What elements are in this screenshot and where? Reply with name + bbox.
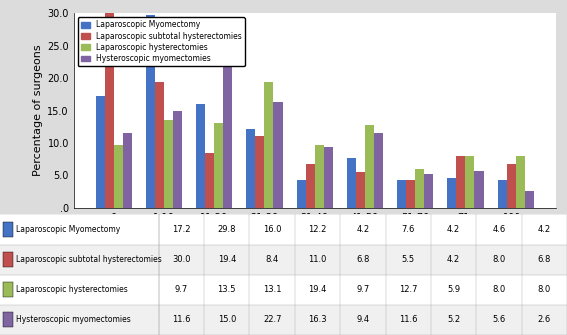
Text: 11.6: 11.6 [399, 316, 417, 324]
Bar [0, 245, 567, 275]
Bar [223, 61, 232, 208]
Text: 5.5: 5.5 [401, 255, 415, 264]
Text: 7.6: 7.6 [401, 225, 415, 234]
Text: 6.8: 6.8 [538, 255, 551, 264]
Text: Laparoscopic hysterectomies: Laparoscopic hysterectomies [16, 285, 128, 294]
Bar [173, 111, 182, 208]
Text: 9.7: 9.7 [356, 285, 370, 294]
Text: 29.8: 29.8 [218, 225, 236, 234]
Bar [415, 170, 424, 208]
Text: Hysteroscopic myomectomies: Hysteroscopic myomectomies [16, 316, 130, 324]
Text: 12.2: 12.2 [308, 225, 327, 234]
Text: 19.4: 19.4 [308, 285, 327, 294]
Bar [146, 15, 155, 208]
Text: 11.6: 11.6 [172, 316, 191, 324]
Bar [255, 136, 264, 208]
Text: 19.4: 19.4 [218, 255, 236, 264]
Text: Laparoscopic Myomectomy: Laparoscopic Myomectomy [16, 225, 120, 234]
Bar [3, 282, 13, 297]
Text: 6.8: 6.8 [356, 255, 370, 264]
Bar [324, 147, 333, 208]
Bar [475, 172, 484, 208]
Bar [306, 164, 315, 208]
Text: 4.2: 4.2 [447, 255, 460, 264]
Bar [3, 222, 13, 237]
Text: 16.3: 16.3 [308, 316, 327, 324]
Text: 8.0: 8.0 [492, 285, 506, 294]
Bar [498, 181, 507, 208]
Bar [356, 172, 365, 208]
Bar [0, 275, 567, 305]
Text: 17.2: 17.2 [172, 225, 191, 234]
Bar [246, 129, 255, 208]
Text: 22.7: 22.7 [263, 316, 281, 324]
Text: 9.4: 9.4 [356, 316, 370, 324]
Legend: Laparoscopic Myomectomy, Laparoscopic subtotal hysterectomies, Laparoscopic hyst: Laparoscopic Myomectomy, Laparoscopic su… [78, 17, 245, 66]
Bar [365, 125, 374, 208]
Bar [205, 153, 214, 208]
Bar [347, 158, 356, 208]
Bar [524, 191, 534, 208]
Bar [397, 181, 406, 208]
Bar [406, 181, 415, 208]
Text: 4.6: 4.6 [492, 225, 506, 234]
Text: 15.0: 15.0 [218, 316, 236, 324]
Bar [315, 145, 324, 208]
Text: 30.0: 30.0 [172, 255, 191, 264]
Bar [122, 133, 132, 208]
Bar [447, 178, 456, 208]
Text: 4.2: 4.2 [356, 225, 370, 234]
Bar [424, 174, 433, 208]
Text: 9.7: 9.7 [175, 285, 188, 294]
Y-axis label: Percentage of surgeons: Percentage of surgeons [33, 45, 43, 176]
Bar [105, 13, 114, 208]
Bar [374, 133, 383, 208]
Text: 13.5: 13.5 [218, 285, 236, 294]
Bar [214, 123, 223, 208]
Text: 4.2: 4.2 [538, 225, 551, 234]
Bar [273, 102, 282, 208]
Bar [515, 156, 524, 208]
Text: 8.0: 8.0 [492, 255, 506, 264]
Text: 8.4: 8.4 [265, 255, 279, 264]
Bar [297, 181, 306, 208]
Bar [155, 82, 164, 208]
Text: 11.0: 11.0 [308, 255, 327, 264]
Bar [164, 120, 173, 208]
Bar [507, 164, 515, 208]
Bar [196, 104, 205, 208]
Bar [264, 82, 273, 208]
Text: 5.9: 5.9 [447, 285, 460, 294]
Bar [0, 305, 567, 335]
Text: 5.2: 5.2 [447, 316, 460, 324]
Text: 13.1: 13.1 [263, 285, 281, 294]
Bar [466, 156, 475, 208]
Bar [3, 252, 13, 267]
Bar [114, 145, 122, 208]
Text: 2.6: 2.6 [538, 316, 551, 324]
Text: Laparoscopic subtotal hysterectomies: Laparoscopic subtotal hysterectomies [16, 255, 162, 264]
Text: 8.0: 8.0 [538, 285, 551, 294]
Text: 12.7: 12.7 [399, 285, 417, 294]
Bar [0, 214, 567, 245]
Text: 4.2: 4.2 [447, 225, 460, 234]
Text: 16.0: 16.0 [263, 225, 281, 234]
Text: 5.6: 5.6 [492, 316, 506, 324]
Bar [456, 156, 466, 208]
Bar [3, 312, 13, 328]
Bar [96, 96, 105, 208]
